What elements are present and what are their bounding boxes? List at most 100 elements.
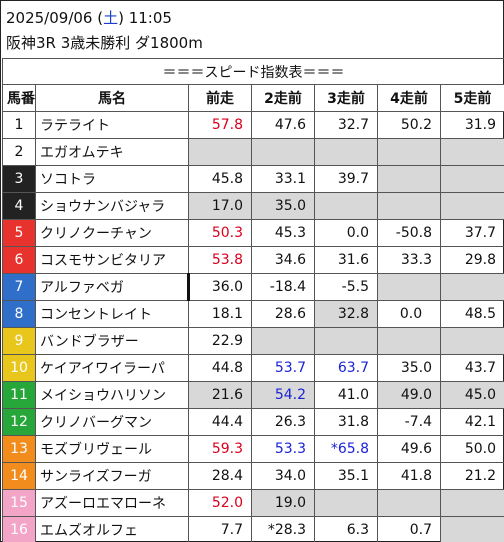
speed-value-4-races-ago: 49.0	[377, 381, 441, 409]
table-row: 15 アズーロエマローネ 52.0 19.0	[2, 489, 504, 517]
speed-value-last-race: 18.1	[188, 300, 252, 328]
time-text: ) 11:05	[118, 9, 172, 27]
horse-name: ショウナンバジャラ	[35, 192, 189, 220]
table-row: 5 クリノクーチャン 50.3 45.3 0.0 -50.8 37.7	[2, 219, 504, 247]
col-header-horse-name: 馬名	[35, 84, 189, 112]
horse-number: 12	[2, 408, 36, 436]
horse-number: 5	[2, 219, 36, 247]
horse-number: 10	[2, 354, 36, 382]
speed-value-4-races-ago: 50.2	[377, 111, 441, 139]
speed-value-2-races-ago: 47.6	[251, 111, 315, 139]
speed-value-4-races-ago	[377, 273, 441, 301]
table-row: 14 サンライズフーガ 28.4 34.0 35.1 41.8 21.2	[2, 462, 504, 490]
horse-name: ケイアイワイラーパ	[35, 354, 189, 382]
speed-value-2-races-ago: 53.3	[251, 435, 315, 463]
horse-number: 6	[2, 246, 36, 274]
speed-value-last-race: 53.8	[188, 246, 252, 274]
speed-value-3-races-ago: 31.6	[314, 246, 378, 274]
horse-number: 7	[2, 273, 36, 301]
speed-value-5-races-ago	[439, 138, 504, 166]
table-row: 6 コスモサンビタリア 53.8 34.6 31.6 33.3 29.8	[2, 246, 504, 274]
speed-value-4-races-ago: 0.0	[377, 300, 441, 328]
race-title: 阪神3R 3歳未勝利 ダ1800m	[6, 34, 203, 52]
horse-name: コスモサンビタリア	[35, 246, 189, 274]
table-title-row: ＝＝＝スピード指数表＝＝＝	[1, 58, 504, 85]
speed-value-4-races-ago: 0.7	[377, 516, 441, 542]
horse-name: エガオムテキ	[35, 138, 189, 166]
horse-name: クリノクーチャン	[35, 219, 189, 247]
speed-index-table: ＝＝＝スピード指数表＝＝＝ 馬番 馬名 前走 2走前 3走前 4走前 5走前 1…	[1, 58, 504, 542]
speed-value-3-races-ago	[314, 489, 378, 517]
speed-value-5-races-ago	[439, 273, 504, 301]
speed-value-last-race: 36.0	[188, 273, 252, 301]
speed-value-4-races-ago: 35.0	[377, 354, 441, 382]
date-text: 2025/09/06 (	[6, 9, 104, 27]
speed-value-3-races-ago: -5.5	[314, 273, 378, 301]
speed-value-3-races-ago: 31.8	[314, 408, 378, 436]
horse-number: 1	[2, 111, 36, 139]
horse-number: 8	[2, 300, 36, 328]
speed-value-last-race: 7.7	[188, 516, 252, 542]
horse-number: 14	[2, 462, 36, 490]
table-title: ＝＝＝スピード指数表＝＝＝	[1, 58, 504, 85]
horse-name: アルファベガ	[35, 273, 190, 301]
horse-name: モズブリヴェール	[35, 435, 189, 463]
speed-value-5-races-ago: 43.7	[439, 354, 504, 382]
horse-number: 15	[2, 489, 36, 517]
speed-value-4-races-ago: -50.8	[377, 219, 441, 247]
speed-value-5-races-ago: 29.8	[439, 246, 504, 274]
table-row: 9 バンドブラザー 22.9	[2, 327, 504, 355]
table-row: 10 ケイアイワイラーパ 44.8 53.7 63.7 35.0 43.7	[2, 354, 504, 382]
speed-value-2-races-ago	[251, 138, 315, 166]
speed-value-2-races-ago: 33.1	[251, 165, 315, 193]
speed-value-3-races-ago: 32.7	[314, 111, 378, 139]
speed-value-3-races-ago: 41.0	[314, 381, 378, 409]
horse-name: エムズオルフェ	[35, 516, 189, 542]
table-header-row: 馬番 馬名 前走 2走前 3走前 4走前 5走前	[2, 84, 504, 112]
speed-value-4-races-ago	[377, 489, 441, 517]
speed-value-3-races-ago	[314, 192, 378, 220]
speed-value-3-races-ago	[314, 138, 378, 166]
horse-name: ソコトラ	[35, 165, 189, 193]
table-row: 16 エムズオルフェ 7.7 *28.3 6.3 0.7	[2, 516, 504, 542]
horse-name: コンセントレイト	[35, 300, 189, 328]
speed-value-2-races-ago: 28.6	[251, 300, 315, 328]
table-row: 1 ラテライト 57.8 47.6 32.7 50.2 31.9	[2, 111, 504, 139]
speed-value-last-race: 59.3	[188, 435, 252, 463]
col-header-last-race: 前走	[188, 84, 252, 112]
horse-number: 3	[2, 165, 36, 193]
speed-value-last-race	[188, 138, 252, 166]
table-row: 4 ショウナンバジャラ 17.0 35.0	[2, 192, 504, 220]
speed-value-2-races-ago: *28.3	[251, 516, 315, 542]
speed-value-5-races-ago: 37.7	[439, 219, 504, 247]
speed-value-4-races-ago: 49.6	[377, 435, 441, 463]
race-datetime: 2025/09/06 (土) 11:05	[6, 7, 172, 28]
speed-value-5-races-ago	[439, 165, 504, 193]
speed-value-4-races-ago	[377, 165, 441, 193]
speed-value-last-race: 28.4	[188, 462, 252, 490]
table-row: 7 アルファベガ 36.0 -18.4 -5.5	[2, 273, 504, 301]
speed-value-5-races-ago: 21.2	[439, 462, 504, 490]
speed-value-5-races-ago: 48.5	[439, 300, 504, 328]
table-row: 2 エガオムテキ	[2, 138, 504, 166]
speed-value-3-races-ago: *65.8	[314, 435, 378, 463]
table-row: 12 クリノバーグマン 44.4 26.3 31.8 -7.4 42.1	[2, 408, 504, 436]
speed-value-5-races-ago	[439, 192, 504, 220]
speed-value-5-races-ago: 42.1	[439, 408, 504, 436]
speed-value-3-races-ago	[314, 327, 378, 355]
speed-value-5-races-ago	[439, 489, 504, 517]
speed-value-3-races-ago: 0.0	[314, 219, 378, 247]
horse-number: 2	[2, 138, 36, 166]
speed-value-2-races-ago: -18.4	[251, 273, 315, 301]
speed-value-last-race: 17.0	[188, 192, 252, 220]
speed-value-4-races-ago: 33.3	[377, 246, 441, 274]
horse-name: クリノバーグマン	[35, 408, 189, 436]
speed-value-3-races-ago: 39.7	[314, 165, 378, 193]
horse-name: バンドブラザー	[35, 327, 189, 355]
speed-value-2-races-ago: 19.0	[251, 489, 315, 517]
horse-number: 9	[2, 327, 36, 355]
horse-number: 11	[2, 381, 36, 409]
speed-value-4-races-ago: -7.4	[377, 408, 441, 436]
speed-value-2-races-ago: 34.6	[251, 246, 315, 274]
